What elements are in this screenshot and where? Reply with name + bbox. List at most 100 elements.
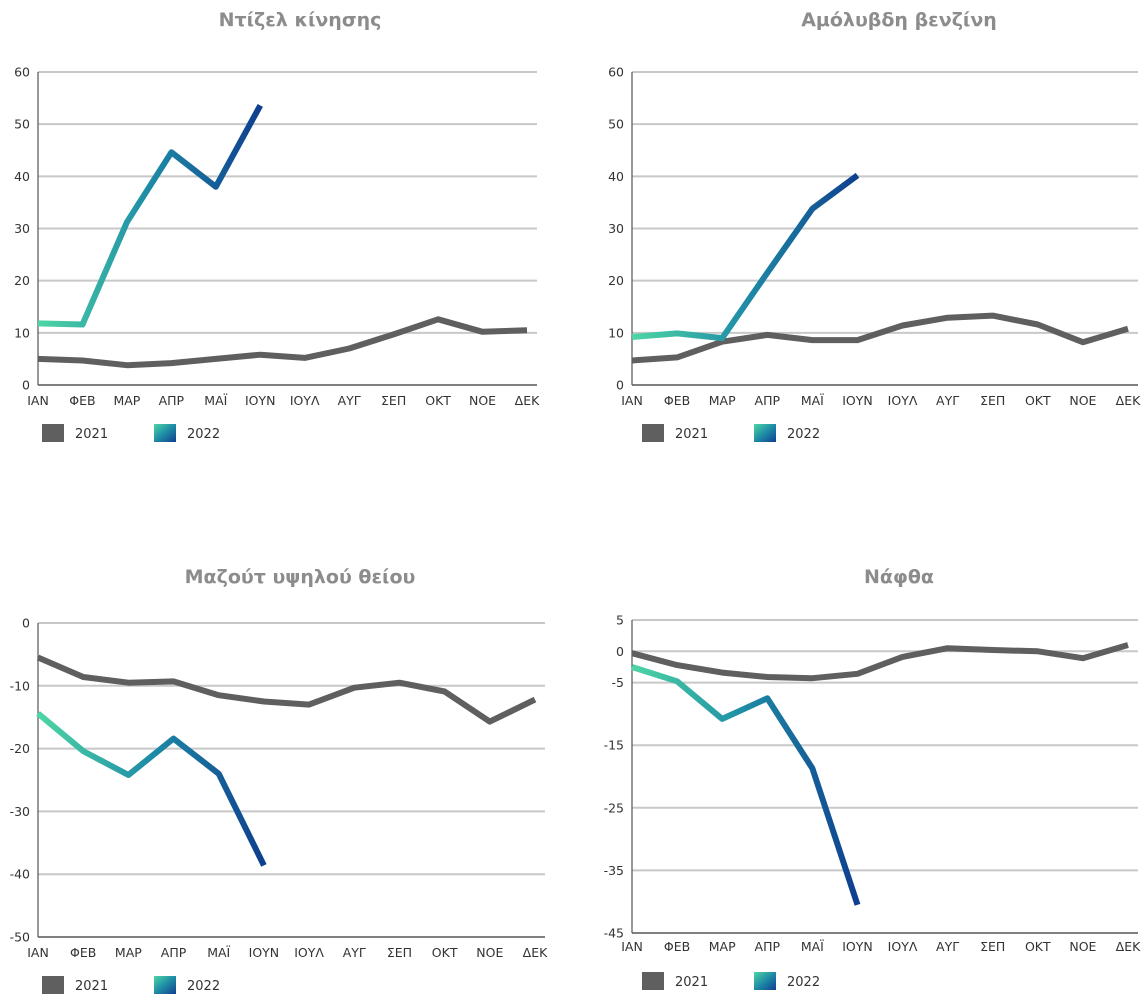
series-line-2021: [631, 312, 1129, 364]
y-tick-label: 20: [608, 273, 624, 288]
x-tick-label: ΜΑΡ: [113, 393, 140, 408]
x-tick-label: ΜΑΡ: [709, 393, 736, 408]
legend-label: 2021: [675, 975, 708, 990]
y-tick-label: -5: [612, 675, 624, 690]
x-tick-label: ΙΑΝ: [27, 393, 49, 408]
x-tick-label: ΙΟΥΛ: [290, 393, 320, 408]
x-tick-label: ΑΥΓ: [936, 939, 959, 954]
legend-label: 2021: [75, 979, 108, 994]
chart-title: Αμόλυβδη βενζίνη: [801, 9, 997, 31]
legend-label: 2022: [187, 427, 220, 442]
y-tick-label: 30: [14, 221, 30, 236]
series-line-2022: [37, 103, 263, 328]
x-tick-label: ΑΥΓ: [338, 393, 361, 408]
y-tick-label: -35: [604, 863, 624, 878]
x-tick-label: ΝΟΕ: [476, 945, 503, 960]
y-tick-label: 60: [608, 65, 624, 80]
x-tick-label: ΝΟΕ: [1069, 939, 1096, 954]
x-tick-label: ΙΟΥΝ: [249, 945, 280, 960]
x-tick-label: ΑΠΡ: [161, 945, 187, 960]
y-tick-label: -25: [604, 800, 624, 815]
series-line-2021: [631, 642, 1129, 682]
y-tick-label: 0: [616, 644, 624, 659]
x-tick-label: ΟΚΤ: [1025, 393, 1051, 408]
x-tick-label: ΙΑΝ: [27, 945, 49, 960]
y-tick-label: -40: [10, 867, 30, 882]
x-tick-label: ΣΕΠ: [381, 393, 406, 408]
x-tick-label: ΔΕΚ: [515, 393, 540, 408]
legend-swatch-2022: [754, 972, 776, 990]
chart-title: Μαζούτ υψηλού θείου: [185, 566, 416, 588]
x-tick-label: ΙΟΥΝ: [842, 939, 873, 954]
series-line-2022: [631, 664, 861, 906]
chart-panel-2: Αμόλυβδη βενζίνη 0 10 20 30 40 50 60 ΙΑΝ ΦΕΒ ΜΑΡ ΑΠ…: [608, 9, 1141, 442]
x-tick-label: ΙΟΥΛ: [294, 945, 324, 960]
x-tick-label: ΑΠΡ: [159, 393, 185, 408]
x-tick-label: ΟΚΤ: [425, 393, 451, 408]
x-tick-label: ΟΚΤ: [1025, 939, 1051, 954]
legend-swatch-2022: [154, 424, 176, 442]
y-tick-label: -15: [604, 738, 624, 753]
x-tick-label: ΙΟΥΛ: [888, 393, 918, 408]
y-tick-label: 40: [14, 169, 30, 184]
x-tick-label: ΜΑΡ: [115, 945, 142, 960]
x-tick-label: ΔΕΚ: [1116, 939, 1141, 954]
legend-swatch-2022: [754, 424, 776, 442]
y-tick-label: -20: [10, 741, 30, 756]
y-tick-label: 30: [608, 221, 624, 236]
x-tick-label: ΜΑΪ: [207, 945, 230, 960]
legend-label: 2022: [787, 975, 820, 990]
legend-label: 2022: [787, 427, 820, 442]
x-tick-label: ΙΟΥΝ: [842, 393, 873, 408]
x-tick-label: ΦΕΒ: [70, 945, 96, 960]
x-tick-label: ΔΕΚ: [523, 945, 548, 960]
y-tick-label: 50: [608, 117, 624, 132]
x-tick-label: ΣΕΠ: [387, 945, 412, 960]
x-tick-label: ΑΠΡ: [755, 393, 781, 408]
y-tick-label: 5: [616, 613, 624, 628]
y-tick-label: -30: [10, 804, 30, 819]
y-tick-label: 10: [14, 325, 30, 340]
x-tick-label: ΔΕΚ: [1116, 393, 1141, 408]
legend-swatch-2021: [642, 972, 664, 990]
legend-swatch-2021: [42, 424, 64, 442]
x-tick-label: ΜΑΡ: [709, 939, 736, 954]
x-tick-label: ΝΟΕ: [469, 393, 496, 408]
legend-swatch-2021: [42, 976, 64, 994]
x-tick-label: ΝΟΕ: [1069, 393, 1096, 408]
x-tick-label: ΙΟΥΛ: [888, 939, 918, 954]
series-line-2021: [36, 654, 537, 725]
y-tick-label: 50: [14, 117, 30, 132]
y-tick-label: 0: [616, 378, 624, 393]
y-tick-label: -45: [604, 926, 624, 941]
y-tick-label: 10: [608, 325, 624, 340]
y-tick-label: 40: [608, 169, 624, 184]
legend-label: 2021: [675, 427, 708, 442]
legend-swatch-2022: [154, 976, 176, 994]
x-tick-label: ΙΑΝ: [621, 393, 643, 408]
x-tick-label: ΜΑΪ: [801, 939, 824, 954]
x-tick-label: ΣΕΠ: [980, 393, 1005, 408]
chart-panel-1: Ντίζελ κίνησης 0 10 20 30 40 50 60 ΙΑΝ ΦΕΒ ΜΑΡ ΑΠΡ Μ…: [14, 9, 540, 442]
x-tick-label: ΙΑΝ: [621, 939, 643, 954]
series-line-2022: [36, 711, 267, 867]
x-tick-label: ΑΥΓ: [936, 393, 959, 408]
x-tick-label: ΜΑΪ: [801, 393, 824, 408]
legend-swatch-2021: [642, 424, 664, 442]
x-tick-label: ΣΕΠ: [980, 939, 1005, 954]
x-tick-label: ΙΟΥΝ: [245, 393, 276, 408]
chart-title: Ντίζελ κίνησης: [219, 9, 382, 31]
chart-title: Νάφθα: [864, 566, 934, 588]
y-tick-label: 0: [22, 616, 30, 631]
y-tick-label: -10: [10, 678, 30, 693]
series-line-2022: [631, 172, 860, 342]
y-tick-label: -50: [10, 930, 30, 945]
legend-label: 2022: [187, 979, 220, 994]
legend-label: 2021: [75, 427, 108, 442]
x-tick-label: ΜΑΪ: [204, 393, 227, 408]
x-tick-label: ΟΚΤ: [432, 945, 458, 960]
x-tick-label: ΑΠΡ: [755, 939, 781, 954]
